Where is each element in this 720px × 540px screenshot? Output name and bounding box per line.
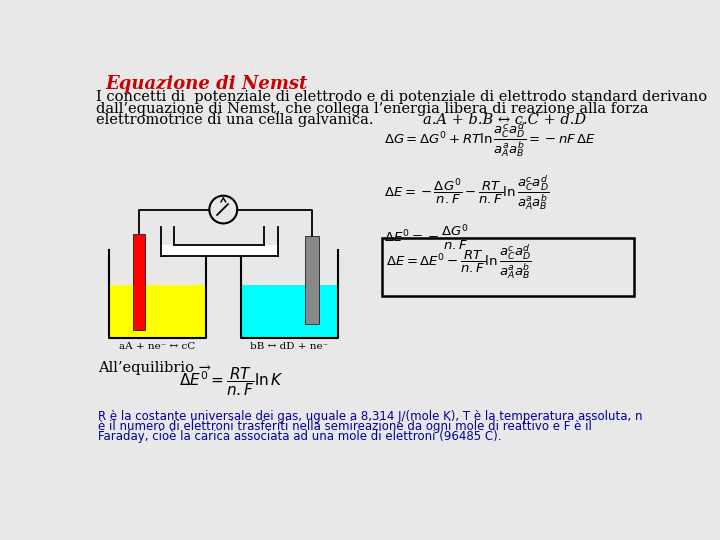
Text: $\Delta E = \Delta E^0 - \dfrac{RT}{n.F}\ln\dfrac{a_C^c a_D^d}{a_A^a a_B^b}$: $\Delta E = \Delta E^0 - \dfrac{RT}{n.F}…	[386, 242, 532, 281]
Bar	[132, 234, 145, 330]
Text: All’equilibrio →: All’equilibrio →	[98, 361, 211, 375]
Text: bB ↔ dD + ne⁻: bB ↔ dD + ne⁻	[250, 342, 328, 351]
Bar	[174, 226, 264, 245]
Text: a.A + b.B ↔ c.C + d.D: a.A + b.B ↔ c.C + d.D	[423, 113, 586, 127]
Text: Faraday, cioè la carica associata ad una mole di elettroni (96485 C).: Faraday, cioè la carica associata ad una…	[98, 430, 501, 443]
Text: è il numero di elettroni trasferiti nella semireazione da ogni mole di reattivo : è il numero di elettroni trasferiti nell…	[98, 420, 592, 433]
Bar	[241, 285, 338, 338]
Text: I concetti di  potenziale di elettrodo e di potenziale di elettrodo standard der: I concetti di potenziale di elettrodo e …	[96, 90, 707, 104]
Text: $\Delta E^0 = -\dfrac{\Delta G^0}{n.F}$: $\Delta E^0 = -\dfrac{\Delta G^0}{n.F}$	[384, 222, 470, 252]
Text: R è la costante universale dei gas, uguale a 8,314 J/(mole K), T è la temperatur: R è la costante universale dei gas, ugua…	[98, 410, 642, 423]
Bar	[305, 236, 319, 325]
Text: aA + ne⁻ ↔ cC: aA + ne⁻ ↔ cC	[120, 342, 196, 351]
Text: dall’equazione di Nemst, che collega l’energia libera di reazione alla forza: dall’equazione di Nemst, che collega l’e…	[96, 102, 649, 116]
Text: elettromotrice di una cella galvanica.: elettromotrice di una cella galvanica.	[96, 113, 374, 127]
Bar	[161, 245, 276, 256]
Bar	[382, 238, 634, 296]
Text: $\Delta E = -\dfrac{\Delta G^0}{n.F} - \dfrac{RT}{n.F}\ln\dfrac{a_C^c a_D^d}{a_A: $\Delta E = -\dfrac{\Delta G^0}{n.F} - \…	[384, 173, 550, 212]
Text: $\Delta G = \Delta G^0 + RT\ln\dfrac{a_C^c a_D^d}{a_A^a a_B^b} = -nF\,\Delta E$: $\Delta G = \Delta G^0 + RT\ln\dfrac{a_C…	[384, 120, 597, 159]
Text: $\Delta E^0 = \dfrac{RT}{n.F}\ln K$: $\Delta E^0 = \dfrac{RT}{n.F}\ln K$	[179, 365, 284, 398]
Text: Equazione di Nemst: Equazione di Nemst	[106, 75, 308, 93]
Bar	[109, 285, 206, 338]
